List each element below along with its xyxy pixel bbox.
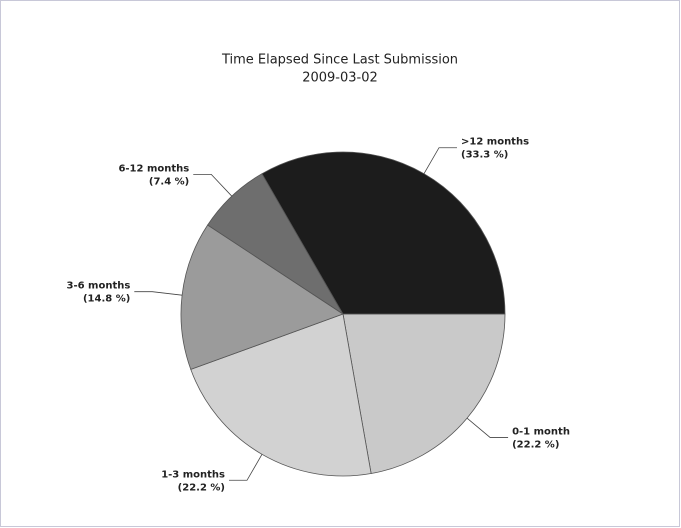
slice-value-label: (22.2 %) <box>512 439 559 450</box>
slice-label: 3-6 months <box>66 281 130 292</box>
pie-slice <box>261 151 506 315</box>
leader-line <box>229 454 263 481</box>
slice-value-label: (7.4 %) <box>149 176 189 187</box>
leader-line <box>193 173 233 197</box>
pie-slice <box>180 224 344 370</box>
pie-slice <box>190 313 372 477</box>
slice-value-label: (22.2 %) <box>178 482 225 493</box>
slice-label: 6-12 months <box>118 163 189 174</box>
leader-line <box>423 147 457 174</box>
slice-label: 1-3 months <box>161 469 225 480</box>
chart-subtitle: 2009-03-02 <box>302 71 378 86</box>
slice-value-label: (14.8 %) <box>83 294 130 305</box>
chart-title: Time Elapsed Since Last Submission <box>221 53 458 68</box>
leader-line <box>466 417 509 438</box>
slice-value-label: (33.3 %) <box>461 150 508 161</box>
slice-label: >12 months <box>461 137 529 148</box>
slice-label: 0-1 month <box>512 426 570 437</box>
leader-line <box>134 291 183 296</box>
